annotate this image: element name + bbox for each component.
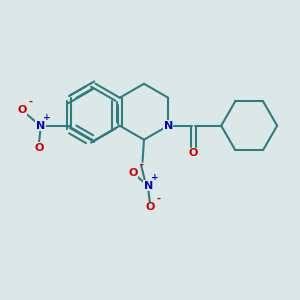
Text: O: O — [34, 143, 44, 153]
Text: N: N — [36, 121, 45, 131]
Text: O: O — [128, 168, 138, 178]
Text: -: - — [28, 97, 32, 107]
Text: O: O — [17, 105, 27, 116]
Text: N: N — [144, 181, 153, 191]
Text: O: O — [145, 202, 154, 212]
Text: -: - — [139, 159, 143, 170]
Text: N: N — [164, 121, 173, 131]
Text: O: O — [188, 148, 198, 158]
Text: +: + — [151, 173, 159, 182]
Text: -: - — [156, 194, 160, 204]
Text: +: + — [43, 113, 51, 122]
